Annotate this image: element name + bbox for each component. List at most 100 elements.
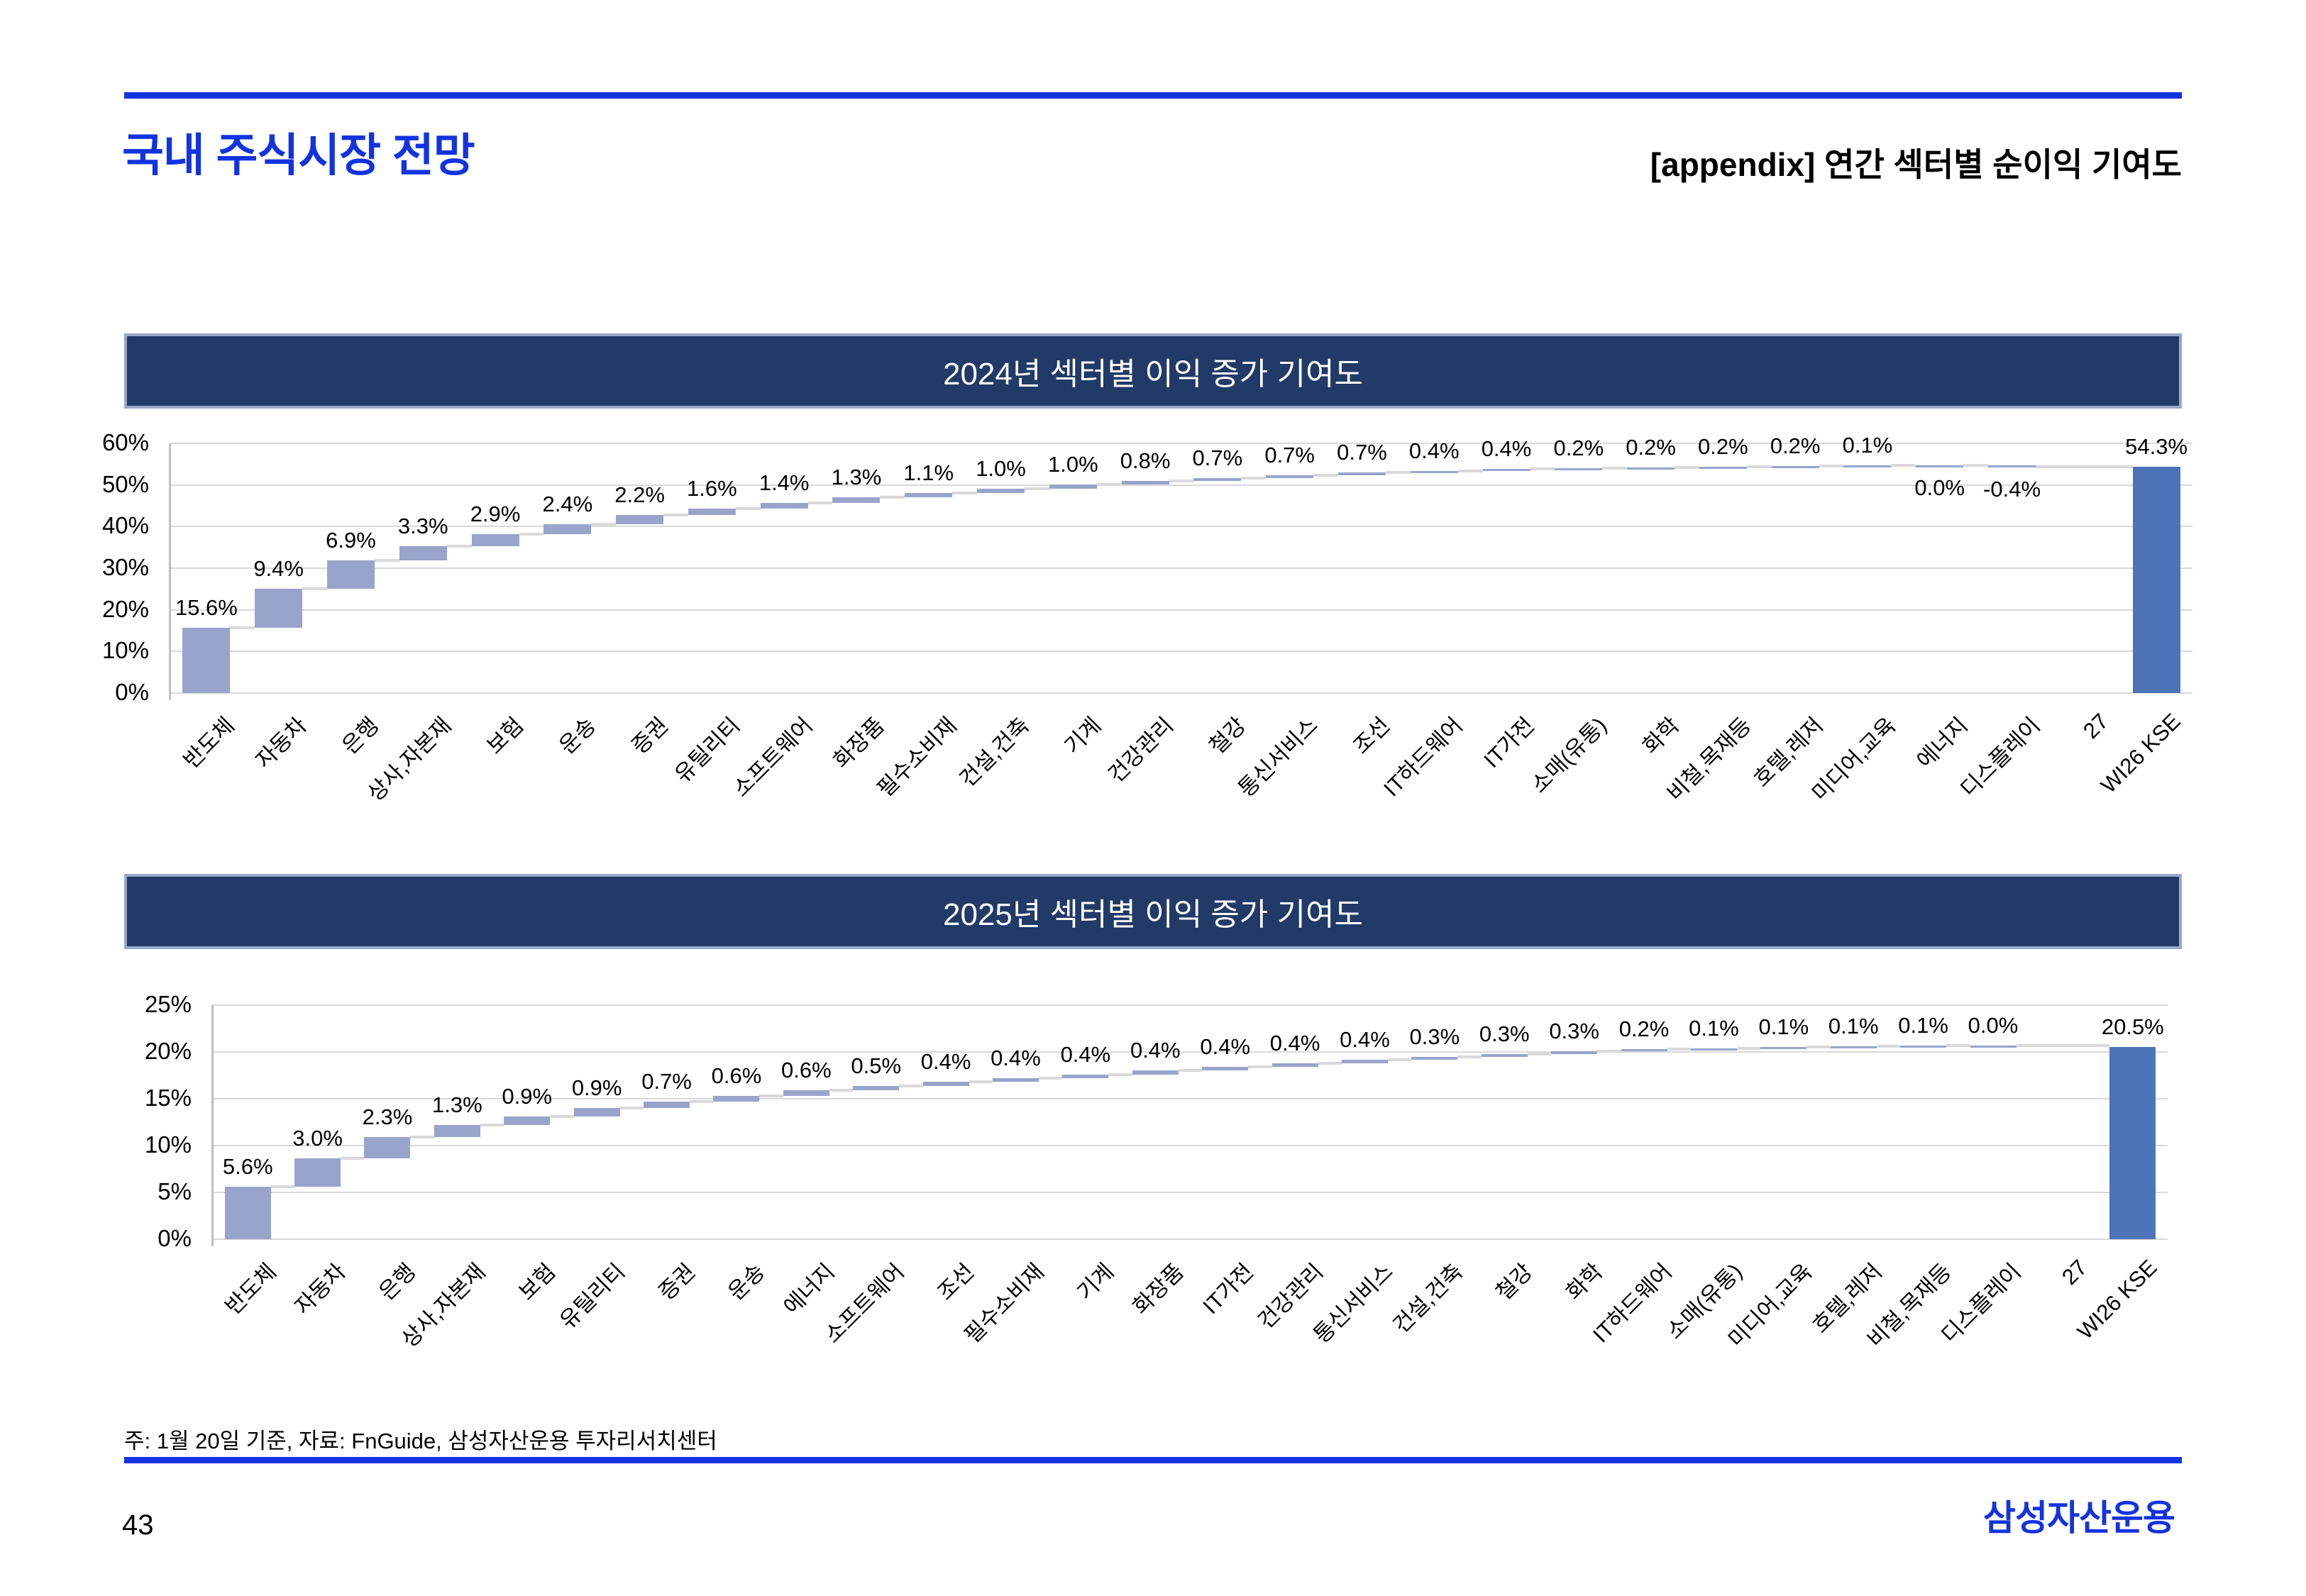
waterfall-connector bbox=[759, 1095, 783, 1098]
x-axis-category-label: 기계 bbox=[1059, 712, 1106, 759]
data-label: 2.3% bbox=[362, 1104, 413, 1130]
x-axis-category-label: 미디어,교육 bbox=[1723, 1258, 1817, 1353]
page-title: 국내 주식시장 전망 bbox=[122, 130, 475, 181]
gridline bbox=[170, 484, 2192, 486]
data-label: 0.4% bbox=[1060, 1041, 1111, 1067]
waterfall-bar bbox=[1916, 465, 1964, 468]
gridline bbox=[213, 1192, 2168, 1193]
data-label: 1.6% bbox=[687, 476, 737, 501]
x-axis-category-label: IT하드웨어 bbox=[1588, 1258, 1677, 1348]
waterfall-connector bbox=[1530, 467, 1555, 471]
data-label: 0.3% bbox=[1409, 1024, 1460, 1049]
data-label: 3.0% bbox=[292, 1126, 343, 1151]
x-axis-category-label: 디스플레이 bbox=[1955, 712, 2045, 802]
data-label: 0.2% bbox=[1698, 433, 1748, 459]
data-label: 0.2% bbox=[1770, 433, 1821, 458]
waterfall-bar bbox=[1202, 1067, 1249, 1071]
waterfall-connector bbox=[829, 1089, 854, 1092]
waterfall-bar bbox=[364, 1137, 411, 1159]
x-axis-category-label: 조선 bbox=[932, 1258, 979, 1305]
waterfall-connector bbox=[341, 1157, 365, 1160]
waterfall-connector bbox=[2036, 465, 2133, 469]
data-label: 9.4% bbox=[253, 556, 304, 582]
data-label: 0.4% bbox=[920, 1049, 971, 1075]
chart-2025-header: 2025년 섹터별 이익 증가 기여도 bbox=[124, 874, 2182, 949]
waterfall-connector bbox=[880, 496, 905, 499]
x-axis-category-label: 증권 bbox=[626, 712, 673, 759]
x-axis-category-label: 은행 bbox=[374, 1258, 421, 1305]
x-axis-category-label: 비철,목재등 bbox=[1662, 712, 1756, 807]
data-label: 0.2% bbox=[1626, 435, 1676, 460]
x-axis-category-label: 에너지 bbox=[1911, 712, 1973, 773]
chart-2025-title: 2025년 섹터별 이익 증가 기여도 bbox=[942, 897, 1364, 932]
y-axis-line bbox=[169, 443, 171, 700]
waterfall-bar bbox=[644, 1101, 690, 1109]
waterfall-connector bbox=[807, 501, 833, 504]
waterfall-bar bbox=[2132, 467, 2180, 693]
waterfall-connector bbox=[1527, 1052, 1552, 1055]
waterfall-connector bbox=[1946, 1043, 1970, 1047]
waterfall-bar bbox=[832, 497, 881, 503]
x-axis-category-label: 자동차 bbox=[250, 712, 312, 773]
waterfall-bar bbox=[760, 502, 808, 509]
waterfall-connector bbox=[1318, 1061, 1342, 1065]
x-axis-category-label: 조선 bbox=[1348, 712, 1395, 759]
x-axis-category-label: 상사,자본재 bbox=[397, 1258, 490, 1353]
x-axis-category-label: 통신서비스 bbox=[1233, 712, 1323, 802]
y-axis-tick-label: 15% bbox=[144, 1085, 192, 1111]
x-axis-category-label: 운송 bbox=[723, 1258, 770, 1305]
waterfall-bar bbox=[922, 1082, 969, 1086]
x-axis-category-label: 건설,건축 bbox=[1388, 1258, 1468, 1339]
waterfall-connector bbox=[270, 1185, 295, 1189]
waterfall-bar bbox=[399, 546, 447, 560]
x-axis-category-label: IT가전 bbox=[1479, 712, 1540, 773]
waterfall-connector bbox=[1602, 467, 1628, 470]
waterfall-connector bbox=[1178, 1069, 1203, 1073]
x-axis-category-label: IT가전 bbox=[1198, 1258, 1259, 1319]
waterfall-bar bbox=[1760, 1047, 1807, 1050]
chart-2024-title: 2024년 섹터별 이익 증가 기여도 bbox=[942, 357, 1364, 392]
x-axis-category-label: 보험 bbox=[514, 1258, 561, 1305]
data-label: -0.4% bbox=[1983, 477, 2041, 502]
x-axis-category-label: 자동차 bbox=[289, 1258, 351, 1319]
y-axis-tick-label: 20% bbox=[101, 595, 149, 622]
data-label: 0.4% bbox=[1408, 438, 1460, 463]
x-axis-category-label: 화장품 bbox=[829, 712, 890, 773]
waterfall-bar bbox=[1132, 1070, 1179, 1075]
x-axis-category-label: 소매(유통) bbox=[1661, 1258, 1747, 1344]
waterfall-bar bbox=[1121, 481, 1169, 485]
waterfall-connector bbox=[735, 507, 761, 511]
x-axis-category-label: 유틸리티 bbox=[670, 712, 745, 788]
data-label: 0.7% bbox=[1192, 445, 1243, 471]
data-label: 2.9% bbox=[470, 501, 521, 527]
x-axis-category-label: 소프트웨어 bbox=[728, 712, 817, 802]
gridline bbox=[213, 1004, 2168, 1006]
waterfall-connector bbox=[1248, 1065, 1272, 1069]
x-axis-category-label: 소매(유통) bbox=[1526, 712, 1612, 798]
x-axis-category-label: 증권 bbox=[653, 1258, 700, 1305]
waterfall-bar bbox=[853, 1085, 900, 1091]
waterfall-connector bbox=[1457, 469, 1483, 472]
waterfall-bar bbox=[1970, 1045, 2017, 1048]
waterfall-connector bbox=[1096, 483, 1122, 487]
y-axis-tick-label: 0% bbox=[115, 679, 149, 705]
x-axis-category-label: 통신서비스 bbox=[1308, 1258, 1398, 1348]
y-axis-tick-label: 60% bbox=[101, 429, 149, 455]
data-label: 0.0% bbox=[1968, 1012, 2019, 1038]
y-axis-tick-label: 10% bbox=[101, 637, 149, 664]
waterfall-bar bbox=[182, 628, 231, 693]
x-axis-category-label: 은행 bbox=[337, 712, 384, 759]
waterfall-bar bbox=[1830, 1046, 1877, 1049]
waterfall-bar bbox=[471, 534, 519, 547]
data-label: 0.4% bbox=[1269, 1030, 1320, 1055]
waterfall-bar bbox=[1621, 1049, 1667, 1052]
waterfall-connector bbox=[1806, 1046, 1831, 1049]
data-label: 6.9% bbox=[326, 527, 376, 553]
waterfall-connector bbox=[952, 491, 978, 494]
data-label: 1.0% bbox=[1047, 452, 1098, 477]
data-label: 1.3% bbox=[831, 465, 882, 490]
waterfall-connector bbox=[899, 1084, 923, 1087]
waterfall-bar bbox=[783, 1090, 829, 1097]
gridline bbox=[170, 650, 2192, 653]
